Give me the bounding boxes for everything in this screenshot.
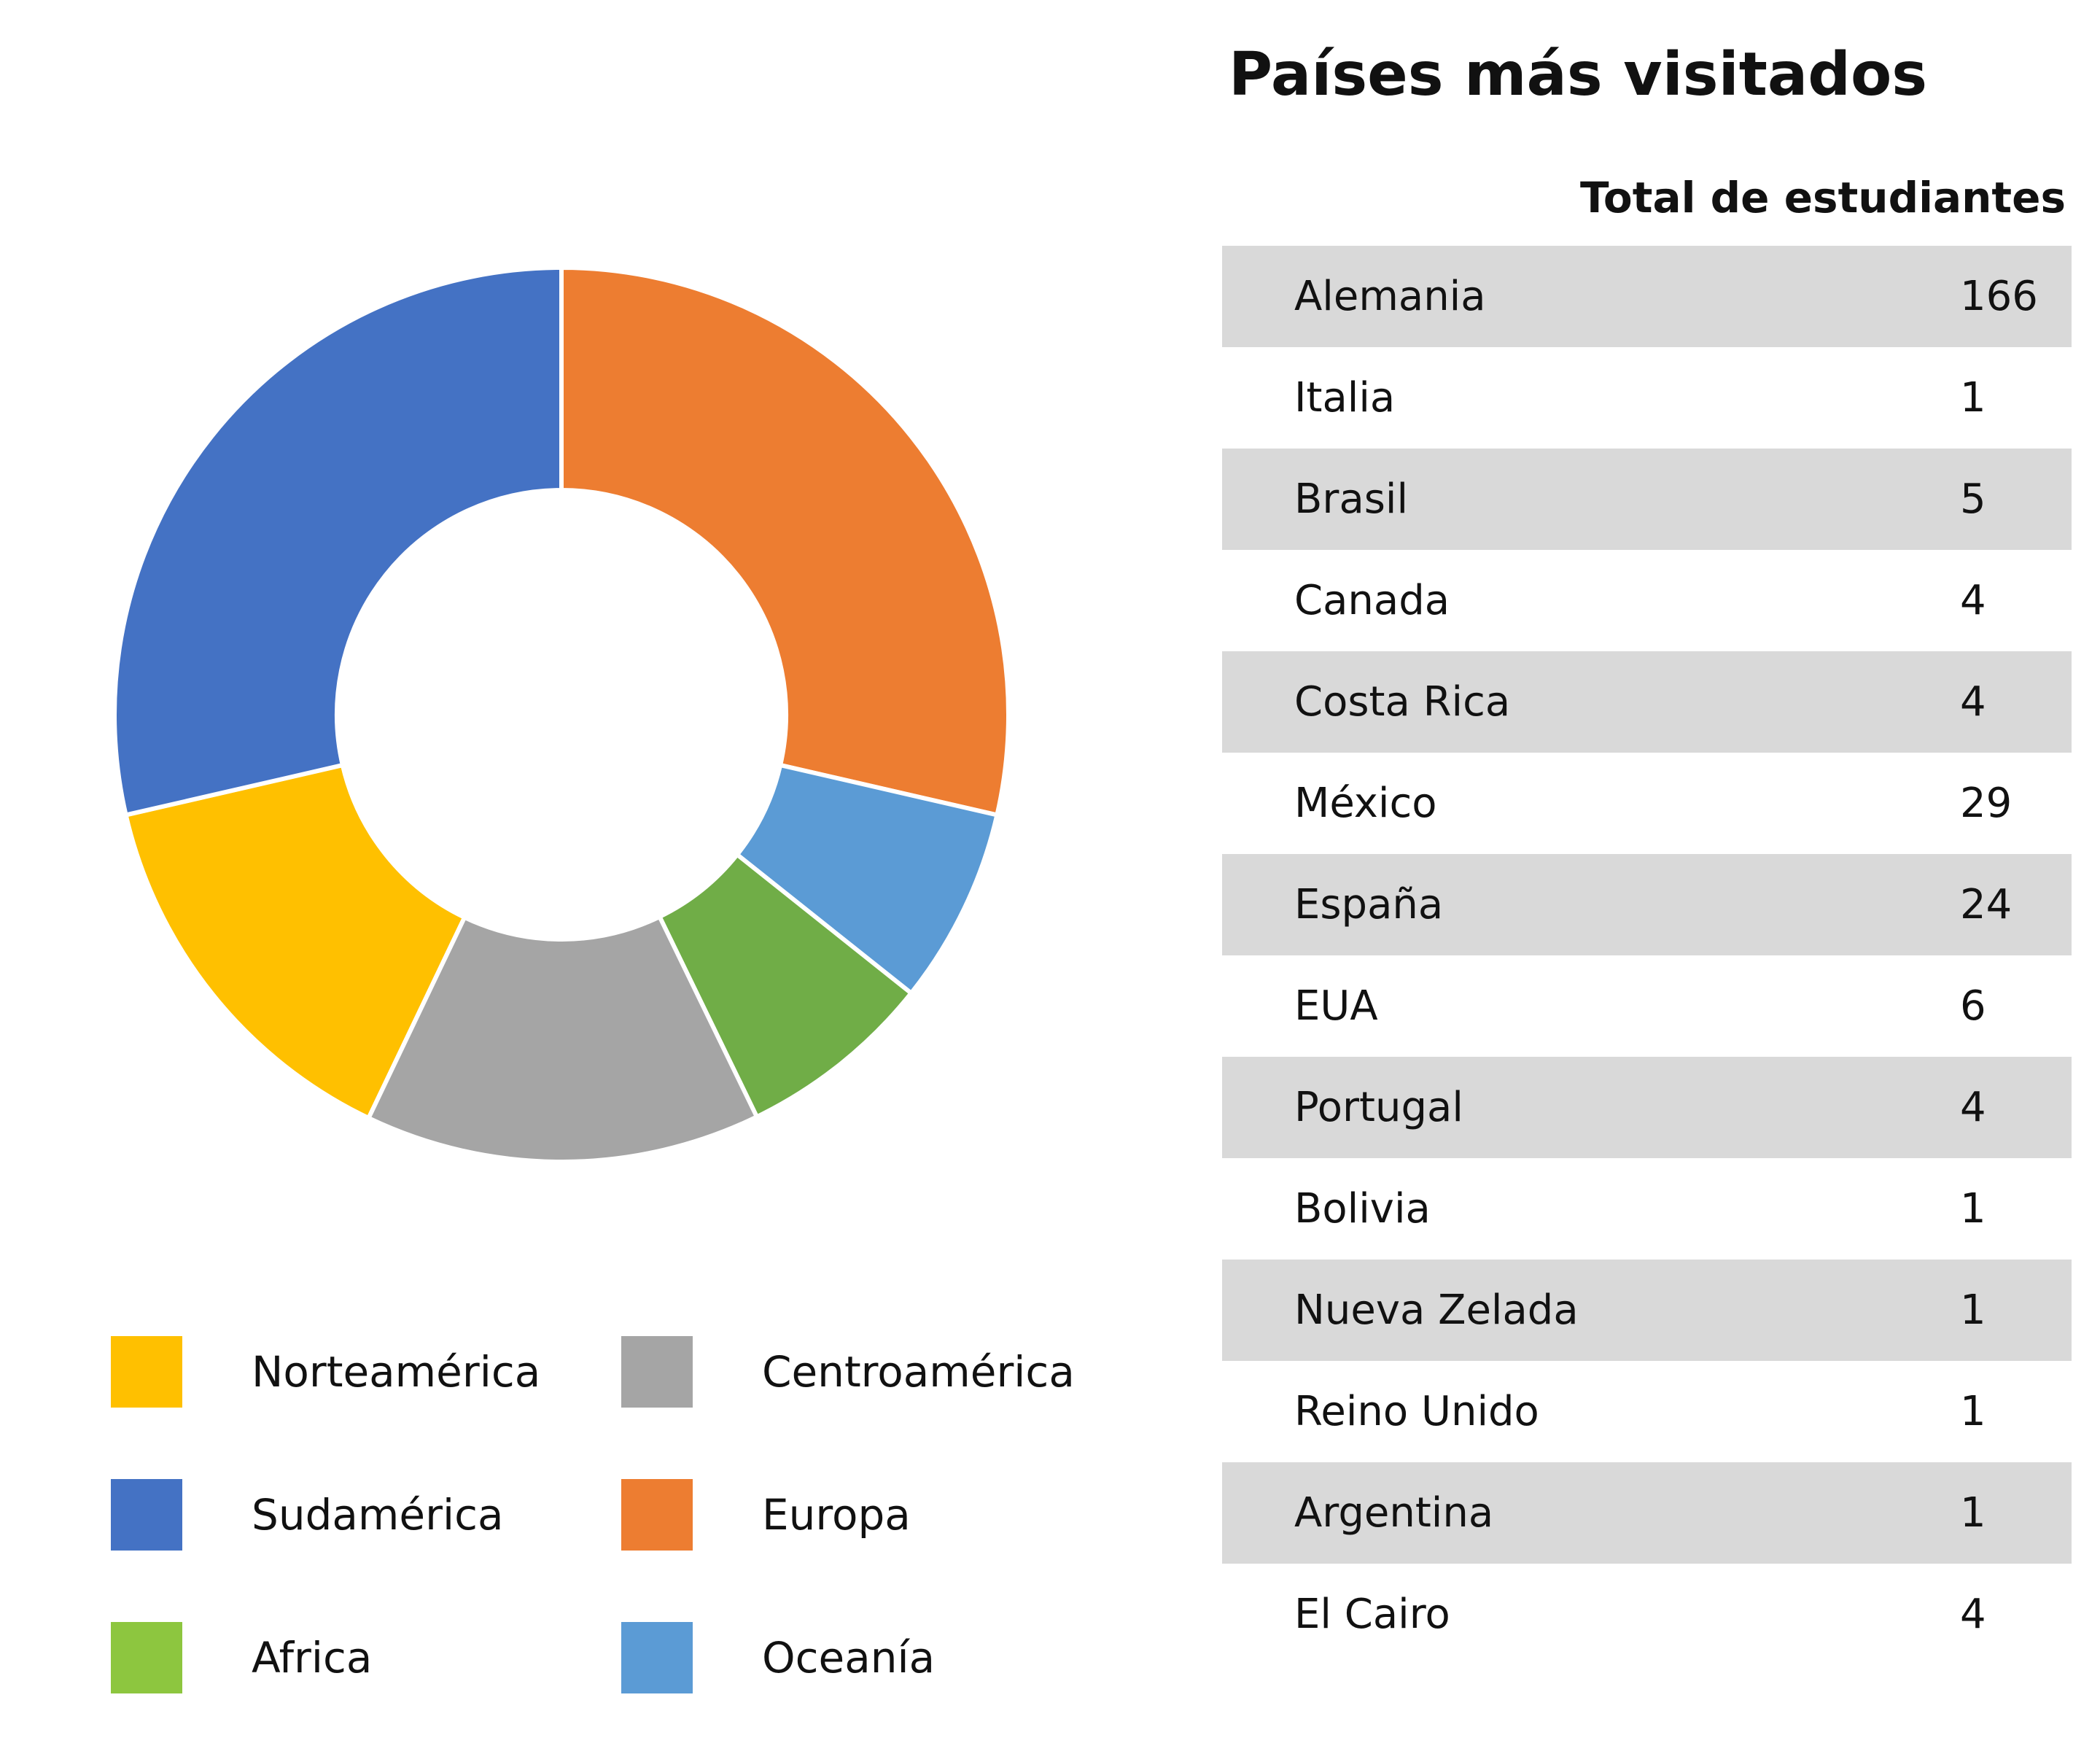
legend-swatch <box>621 1336 693 1408</box>
value-cell: 24 <box>1960 881 2012 928</box>
value-cell: 1 <box>1960 1287 1986 1334</box>
country-cell: Nueva Zelada <box>1294 1287 1579 1334</box>
table-header: Total de estudiantes <box>1580 173 2066 222</box>
table-row: Brasil 5 <box>1222 449 2072 550</box>
legend-swatch <box>621 1622 693 1693</box>
country-cell: Brasil <box>1294 476 1409 523</box>
table-row: Portugal 4 <box>1222 1057 2072 1158</box>
donut-slice-norteamerica <box>123 762 468 1122</box>
value-cell: 6 <box>1960 982 1986 1030</box>
table-row: Canada 4 <box>1222 550 2072 651</box>
donut-slice-europa <box>559 265 1011 818</box>
country-cell: Alemania <box>1294 273 1486 320</box>
table-row: EUA 6 <box>1222 955 2072 1057</box>
table-row: Bolivia 1 <box>1222 1158 2072 1260</box>
country-cell: El Cairo <box>1294 1591 1450 1638</box>
country-cell: Canada <box>1294 577 1450 624</box>
table-row: España 24 <box>1222 854 2072 955</box>
table-title: Países más visitados <box>1229 40 1928 109</box>
value-cell: 4 <box>1960 1084 1986 1131</box>
country-cell: Bolivia <box>1294 1185 1431 1233</box>
legend-label: Europa <box>762 1490 911 1540</box>
table-row: Reino Unido 1 <box>1222 1361 2072 1462</box>
table-row: El Cairo 4 <box>1222 1564 2072 1665</box>
country-cell: Reino Unido <box>1294 1388 1539 1435</box>
legend-label: Norteamérica <box>252 1347 541 1397</box>
value-cell: 1 <box>1960 1489 1986 1537</box>
value-cell: 1 <box>1960 374 1986 422</box>
legend-swatch <box>111 1336 182 1408</box>
value-cell: 4 <box>1960 1591 1986 1638</box>
table-row: Nueva Zelada 1 <box>1222 1260 2072 1361</box>
value-cell: 5 <box>1960 476 1986 523</box>
table-row: México 29 <box>1222 753 2072 854</box>
country-cell: España <box>1294 881 1444 928</box>
country-cell: Costa Rica <box>1294 678 1511 726</box>
legend-label: Africa <box>252 1633 373 1683</box>
table-row: Alemania 166 <box>1222 246 2072 347</box>
legend-swatch <box>111 1622 182 1693</box>
country-cell: Portugal <box>1294 1084 1463 1131</box>
value-cell: 166 <box>1960 273 2038 320</box>
value-cell: 29 <box>1960 780 2012 827</box>
donut-slice-sudamerica <box>112 265 564 818</box>
legend-label: Centroamérica <box>762 1347 1075 1397</box>
legend-label: Sudamérica <box>252 1490 504 1540</box>
country-cell: Italia <box>1294 374 1396 422</box>
value-cell: 4 <box>1960 678 1986 726</box>
legend-label: Oceanía <box>762 1633 936 1683</box>
donut-slice-centroamerica <box>365 914 760 1164</box>
country-cell: Argentina <box>1294 1489 1494 1537</box>
country-cell: México <box>1294 780 1437 827</box>
countries-table: Alemania 166 Italia 1 Brasil 5 Canada 4 … <box>1222 246 2072 1665</box>
country-cell: EUA <box>1294 982 1378 1030</box>
value-cell: 1 <box>1960 1388 1986 1435</box>
donut-chart <box>112 265 1011 1164</box>
legend-swatch <box>111 1479 182 1551</box>
table-row: Italia 1 <box>1222 347 2072 449</box>
table-row: Argentina 1 <box>1222 1462 2072 1564</box>
value-cell: 4 <box>1960 577 1986 624</box>
table-row: Costa Rica 4 <box>1222 651 2072 753</box>
legend-swatch <box>621 1479 693 1551</box>
value-cell: 1 <box>1960 1185 1986 1233</box>
